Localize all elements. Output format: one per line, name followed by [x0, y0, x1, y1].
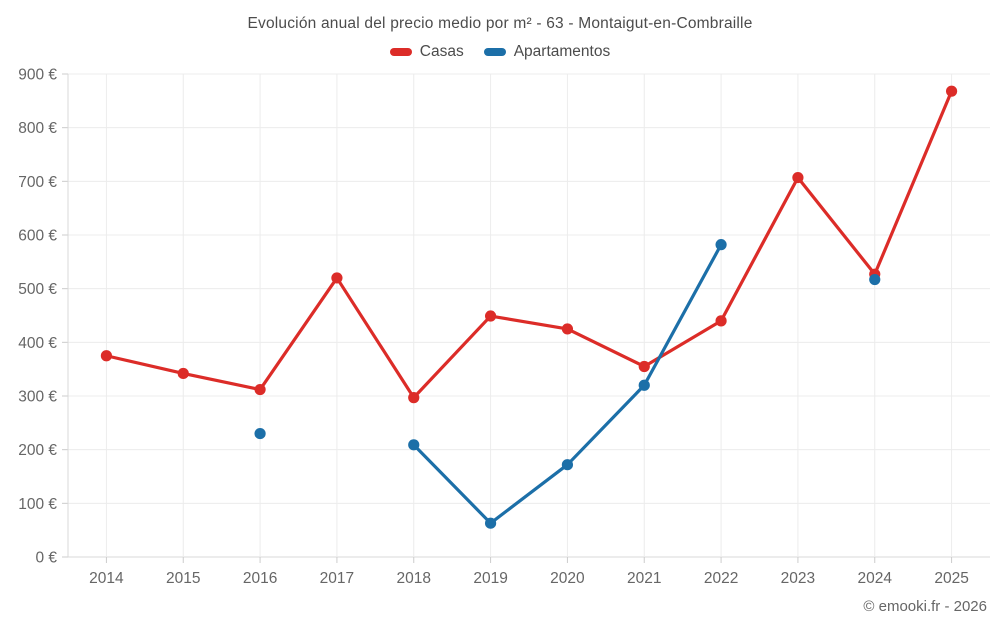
- y-axis-tick-label: 0 €: [35, 550, 57, 567]
- casas-series-marker-icon: [389, 48, 412, 56]
- data-point-apartamentos-2018[interactable]: [408, 439, 420, 451]
- x-axis-tick-label: 2020: [550, 570, 585, 587]
- x-axis-tick-label: 2018: [397, 570, 431, 587]
- y-axis-tick-label: 500 €: [18, 281, 57, 298]
- apartamentos-series-marker-icon: [483, 48, 506, 56]
- y-axis-tick-label: 800 €: [18, 120, 57, 137]
- data-point-casas-2016[interactable]: [254, 383, 266, 396]
- y-axis-tick-label: 100 €: [18, 496, 57, 513]
- y-axis-tick-label: 200 €: [18, 442, 57, 459]
- x-axis-tick-label: 2015: [166, 570, 200, 587]
- data-point-apartamentos-2019[interactable]: [484, 517, 497, 529]
- y-axis-tick-label: 300 €: [18, 389, 57, 406]
- legend-item-casas[interactable]: Casas: [389, 43, 464, 61]
- x-axis-tick-label: 2022: [704, 570, 738, 587]
- x-axis-tick-label: 2025: [934, 570, 968, 587]
- legend-label-casas: Casas: [419, 43, 464, 60]
- data-point-casas-2015[interactable]: [177, 367, 189, 380]
- data-point-casas-2019[interactable]: [484, 310, 497, 322]
- x-axis-tick-label: 2023: [781, 570, 815, 587]
- data-point-apartamentos-2022[interactable]: [715, 239, 727, 251]
- data-point-casas-2020[interactable]: [561, 323, 574, 335]
- data-point-casas-2021[interactable]: [638, 360, 650, 373]
- chart-legend: Casas Apartamentos: [0, 43, 1000, 61]
- data-point-apartamentos-2016[interactable]: [254, 427, 266, 440]
- data-point-apartamentos-2020[interactable]: [561, 459, 574, 471]
- copyright-watermark: © emooki.fr - 2026: [863, 598, 987, 615]
- x-axis-tick-label: 2024: [858, 570, 893, 587]
- y-axis-tick-label: 900 €: [18, 67, 57, 84]
- data-point-casas-2023[interactable]: [792, 171, 804, 184]
- legend-label-apartamentos: Apartamentos: [513, 43, 611, 60]
- data-point-casas-2022[interactable]: [715, 315, 727, 327]
- x-axis-tick-label: 2014: [89, 570, 124, 587]
- data-point-casas-2018[interactable]: [408, 392, 420, 404]
- data-point-casas-2014[interactable]: [100, 350, 113, 362]
- y-axis-tick-label: 400 €: [18, 335, 57, 352]
- y-axis-tick-label: 700 €: [18, 174, 57, 191]
- page-title: Evolución anual del precio medio por m² …: [247, 15, 753, 32]
- data-point-casas-2025[interactable]: [945, 85, 958, 97]
- data-point-apartamentos-2021[interactable]: [638, 379, 650, 391]
- x-axis-tick-label: 2016: [243, 570, 277, 587]
- y-axis-tick-label: 600 €: [18, 228, 57, 245]
- x-axis-tick-label: 2019: [473, 570, 507, 587]
- x-axis-tick-label: 2017: [320, 570, 354, 587]
- x-axis-tick-label: 2021: [627, 570, 661, 587]
- data-point-casas-2017[interactable]: [331, 272, 343, 284]
- series-line-casas: [104, 89, 954, 400]
- data-point-apartamentos-2024[interactable]: [869, 273, 881, 286]
- legend-item-apartamentos[interactable]: Apartamentos: [483, 43, 611, 61]
